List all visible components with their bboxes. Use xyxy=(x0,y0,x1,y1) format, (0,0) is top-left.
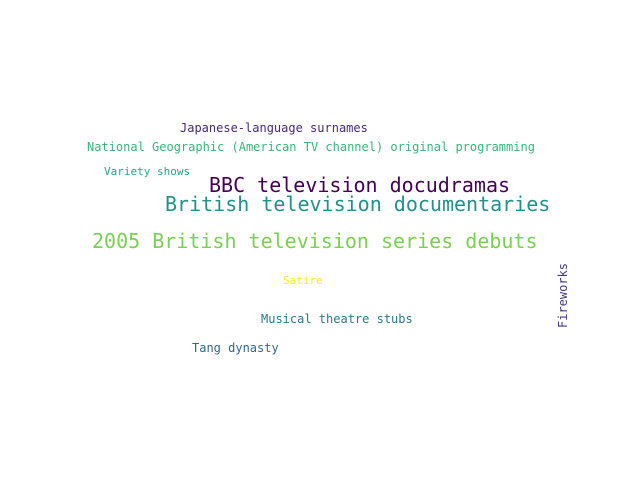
word-british-television-documentaries: British television documentaries xyxy=(165,192,551,216)
word-national-geographic-programming: National Geographic (American TV channel… xyxy=(87,140,535,154)
word-2005-british-television-series-debuts: 2005 British television series debuts xyxy=(92,229,538,253)
word-fireworks: Fireworks xyxy=(556,262,570,328)
word-tang-dynasty: Tang dynasty xyxy=(192,341,279,355)
word-japanese-language-surnames: Japanese-language surnames xyxy=(180,121,368,135)
word-bbc-television-docudramas: BBC television docudramas xyxy=(209,173,511,197)
word-musical-theatre-stubs: Musical theatre stubs xyxy=(261,312,413,326)
word-variety-shows: Variety shows xyxy=(104,165,191,178)
word-satire: Satire xyxy=(283,274,323,287)
